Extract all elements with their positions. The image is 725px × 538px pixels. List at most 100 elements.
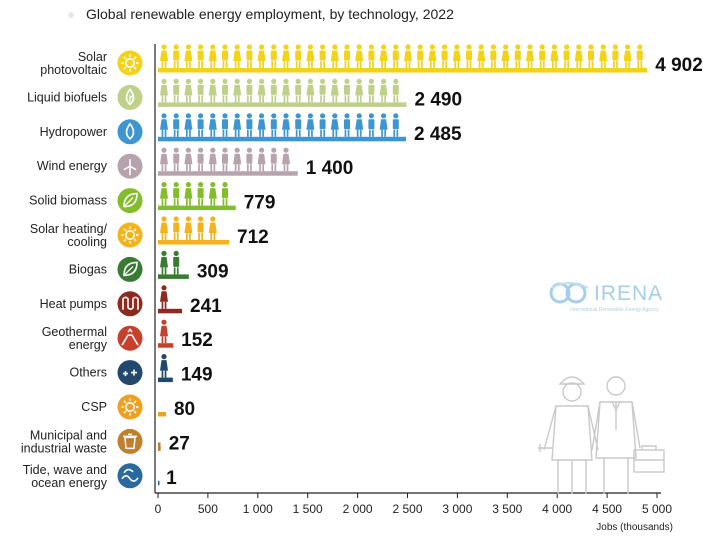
person-leg: [247, 61, 249, 68]
person-leg: [161, 370, 164, 378]
person-body: [574, 50, 583, 61]
person-body: [160, 119, 168, 130]
person-head: [161, 354, 167, 360]
person-head: [368, 44, 374, 50]
person-leg: [213, 129, 216, 137]
bar-row-liquid-biofuels: Liquid biofuels 2 490: [27, 78, 462, 110]
bar-row-others: Others 149: [69, 354, 213, 386]
person-leg: [308, 61, 310, 68]
person-leg: [298, 129, 301, 137]
person-body: [319, 50, 326, 61]
person-head: [442, 44, 448, 50]
person-leg: [201, 233, 203, 240]
person-body: [246, 50, 253, 61]
person-leg: [283, 164, 286, 172]
person-head: [198, 78, 204, 84]
person-body: [392, 84, 399, 95]
person-body: [295, 50, 302, 61]
icon-background: [117, 222, 143, 248]
person-leg: [201, 129, 203, 137]
x-tick-label: 1 000: [243, 502, 273, 516]
person-leg: [481, 61, 484, 68]
person-leg: [222, 164, 225, 172]
person-body: [368, 119, 375, 130]
person-leg: [201, 164, 203, 172]
person-leg: [225, 164, 228, 172]
person-leg: [173, 233, 176, 240]
sun-ray: [123, 410, 127, 414]
person-leg: [323, 95, 325, 103]
person-body: [160, 256, 168, 268]
bar-row-municipal-and-industrial-waste: Municipal and industrial waste 27: [21, 428, 190, 455]
person-head: [222, 78, 228, 84]
person-leg: [347, 61, 350, 68]
person-head: [210, 78, 216, 84]
person-body: [233, 153, 242, 165]
person-leg: [189, 95, 191, 103]
person-leg: [298, 95, 301, 103]
person-head: [368, 113, 374, 119]
person-leg: [344, 129, 347, 137]
person-head: [539, 44, 545, 50]
value-label-solar-photovoltaic: 4 902: [655, 55, 703, 76]
irena-logo-icon: [549, 282, 589, 304]
person-body: [306, 50, 315, 61]
person-leg: [164, 301, 167, 309]
person-body: [270, 84, 277, 95]
sun-core: [125, 230, 136, 241]
leaf-shape: [123, 261, 138, 277]
person-leg: [186, 95, 188, 103]
person-leg: [189, 233, 191, 240]
person-head: [307, 44, 313, 50]
person-leg: [369, 61, 371, 68]
person-body: [160, 188, 168, 199]
person-head: [222, 182, 228, 188]
person-body: [270, 50, 277, 61]
person-leg: [384, 95, 386, 103]
icon-background: [117, 428, 143, 454]
person-head: [307, 78, 313, 84]
person-head: [161, 147, 167, 153]
category-label: Solid biomass: [29, 194, 107, 208]
leaf-icon: [117, 256, 143, 282]
plus-icon: [117, 360, 143, 386]
person-body: [477, 50, 486, 61]
person-head: [503, 44, 509, 50]
person-body: [222, 119, 228, 130]
plus-signs: [123, 369, 137, 377]
person-leg: [198, 198, 200, 206]
person-body: [392, 119, 399, 130]
person-leg: [515, 61, 518, 68]
person-leg: [369, 95, 371, 103]
value-label-heat-pumps: 241: [190, 296, 222, 317]
person-head: [234, 78, 240, 84]
person-body: [452, 50, 461, 61]
person-leg: [298, 61, 301, 68]
person-body: [208, 119, 217, 130]
drop-shape: [125, 88, 135, 106]
title-marker: [68, 12, 74, 18]
person-head: [259, 147, 265, 153]
person-leg: [161, 301, 164, 309]
category-label-line: Solid biomass: [29, 194, 107, 208]
person-leg: [262, 164, 264, 172]
person-body: [184, 84, 193, 96]
person-body: [173, 222, 180, 233]
sun-ray: [123, 228, 127, 232]
value-label-geothermal-energy: 152: [181, 330, 213, 351]
person-head: [259, 78, 265, 84]
person-body: [417, 50, 424, 61]
sun-ray: [133, 410, 137, 414]
person-body: [490, 50, 497, 61]
person-leg: [335, 61, 338, 68]
person-head: [564, 44, 570, 50]
person-body: [319, 119, 326, 130]
person-leg: [430, 61, 432, 68]
person-body: [222, 84, 228, 95]
category-label: Municipal and industrial waste: [21, 428, 107, 455]
person-leg: [503, 61, 505, 68]
person-head: [332, 113, 338, 119]
turbine-blade: [123, 165, 131, 171]
person-leg: [335, 129, 338, 137]
category-label-line: energy: [69, 338, 108, 352]
